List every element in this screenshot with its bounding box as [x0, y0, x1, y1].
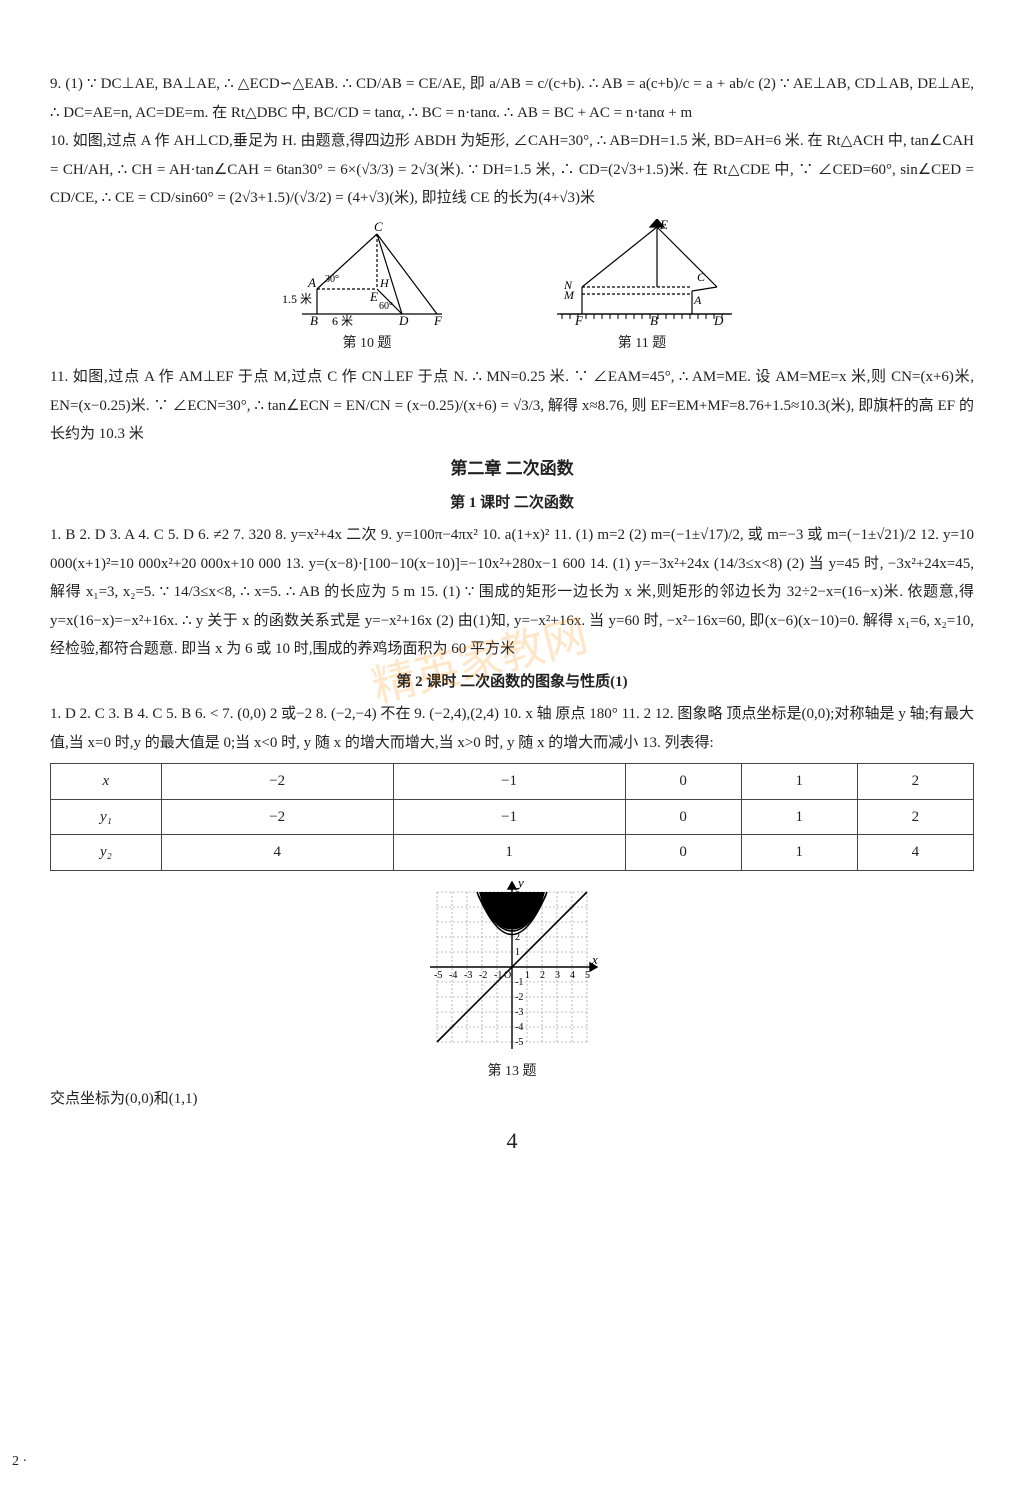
svg-text:D: D [713, 313, 724, 328]
svg-text:2: 2 [515, 932, 520, 943]
graph13-caption: 第 13 题 [50, 1059, 974, 1086]
table-row: y₁ −2 −1 0 1 2 [51, 799, 974, 835]
svg-text:A: A [693, 293, 702, 307]
graph-13: -5-4-3 -2-1 123 45 543 21 -1-2-3 -4-5 x … [50, 877, 974, 1086]
svg-text:1.5 米: 1.5 米 [282, 292, 312, 306]
svg-text:H: H [379, 276, 390, 290]
page-left-num: 2 · [12, 1449, 27, 1476]
svg-text:C: C [697, 270, 706, 284]
svg-text:-5: -5 [515, 1037, 523, 1048]
svg-text:-1: -1 [494, 970, 502, 981]
figure-11: E N M F B D A C 第 11 题 [542, 219, 742, 358]
svg-text:-5: -5 [434, 970, 442, 981]
fig10-caption: 第 10 题 [282, 331, 452, 358]
svg-text:D: D [398, 313, 409, 328]
svg-text:F: F [574, 313, 584, 328]
svg-text:4: 4 [570, 970, 575, 981]
fig10-svg: C A B D F E H 30° 60° 1.5 米 6 米 [282, 219, 452, 329]
svg-text:1: 1 [525, 970, 530, 981]
svg-text:E: E [659, 219, 668, 232]
problem-11: 11. 如图,过点 A 作 AM⊥EF 于点 M,过点 C 作 CN⊥EF 于点… [50, 363, 974, 449]
svg-text:4: 4 [515, 902, 520, 913]
table-row: y₂ 4 1 0 1 4 [51, 835, 974, 871]
svg-text:-4: -4 [449, 970, 457, 981]
page-center-num: 4 [50, 1120, 974, 1162]
svg-text:1: 1 [515, 947, 520, 958]
table-13: x −2 −1 0 1 2 y₁ −2 −1 0 1 2 y₂ 4 1 0 1 … [50, 763, 974, 871]
intersection-text: 交点坐标为(0,0)和(1,1) [50, 1085, 974, 1114]
figure-10: C A B D F E H 30° 60° 1.5 米 6 米 第 10 题 [282, 219, 452, 358]
svg-text:B: B [310, 313, 318, 328]
svg-text:-2: -2 [479, 970, 487, 981]
svg-text:-3: -3 [515, 1007, 523, 1018]
svg-text:-1: -1 [515, 977, 523, 988]
svg-text:y: y [516, 877, 524, 890]
svg-text:6 米: 6 米 [332, 314, 353, 328]
svg-text:A: A [307, 275, 316, 290]
label-C: C [374, 219, 383, 234]
svg-text:M: M [563, 288, 575, 302]
fig11-caption: 第 11 题 [542, 331, 742, 358]
problem-9: 9. (1) ∵ DC⊥AE, BA⊥AE, ∴ △ECD∽△EAB. ∴ CD… [50, 70, 974, 127]
lesson2-text: 1. D 2. C 3. B 4. C 5. B 6. < 7. (0,0) 2… [50, 700, 974, 757]
chapter2-title: 第二章 二次函数 [50, 453, 974, 485]
svg-text:60°: 60° [379, 301, 393, 312]
problem-10: 10. 如图,过点 A 作 AH⊥CD,垂足为 H. 由题意,得四边形 ABDH… [50, 127, 974, 213]
fig11-svg: E N M F B D A C [542, 219, 742, 329]
table-row: x −2 −1 0 1 2 [51, 764, 974, 800]
svg-text:B: B [650, 313, 658, 328]
svg-text:3: 3 [515, 917, 520, 928]
svg-text:F: F [433, 313, 443, 328]
svg-text:E: E [369, 289, 378, 304]
svg-text:5: 5 [585, 970, 590, 981]
lesson1-text: 1. B 2. D 3. A 4. C 5. D 6. ≠2 7. 320 8.… [50, 521, 974, 664]
svg-text:30°: 30° [325, 274, 339, 285]
lesson2-title: 第 2 课时 二次函数的图象与性质(1) [50, 668, 974, 697]
lesson1-title: 第 1 课时 二次函数 [50, 489, 974, 518]
svg-text:O: O [504, 970, 511, 981]
figures-row: C A B D F E H 30° 60° 1.5 米 6 米 第 10 题 [50, 219, 974, 358]
svg-text:2: 2 [540, 970, 545, 981]
graph13-svg: -5-4-3 -2-1 123 45 543 21 -1-2-3 -4-5 x … [412, 877, 612, 1057]
svg-text:-4: -4 [515, 1022, 523, 1033]
svg-text:-2: -2 [515, 992, 523, 1003]
svg-text:-3: -3 [464, 970, 472, 981]
svg-text:x: x [591, 952, 598, 967]
svg-text:3: 3 [555, 970, 560, 981]
